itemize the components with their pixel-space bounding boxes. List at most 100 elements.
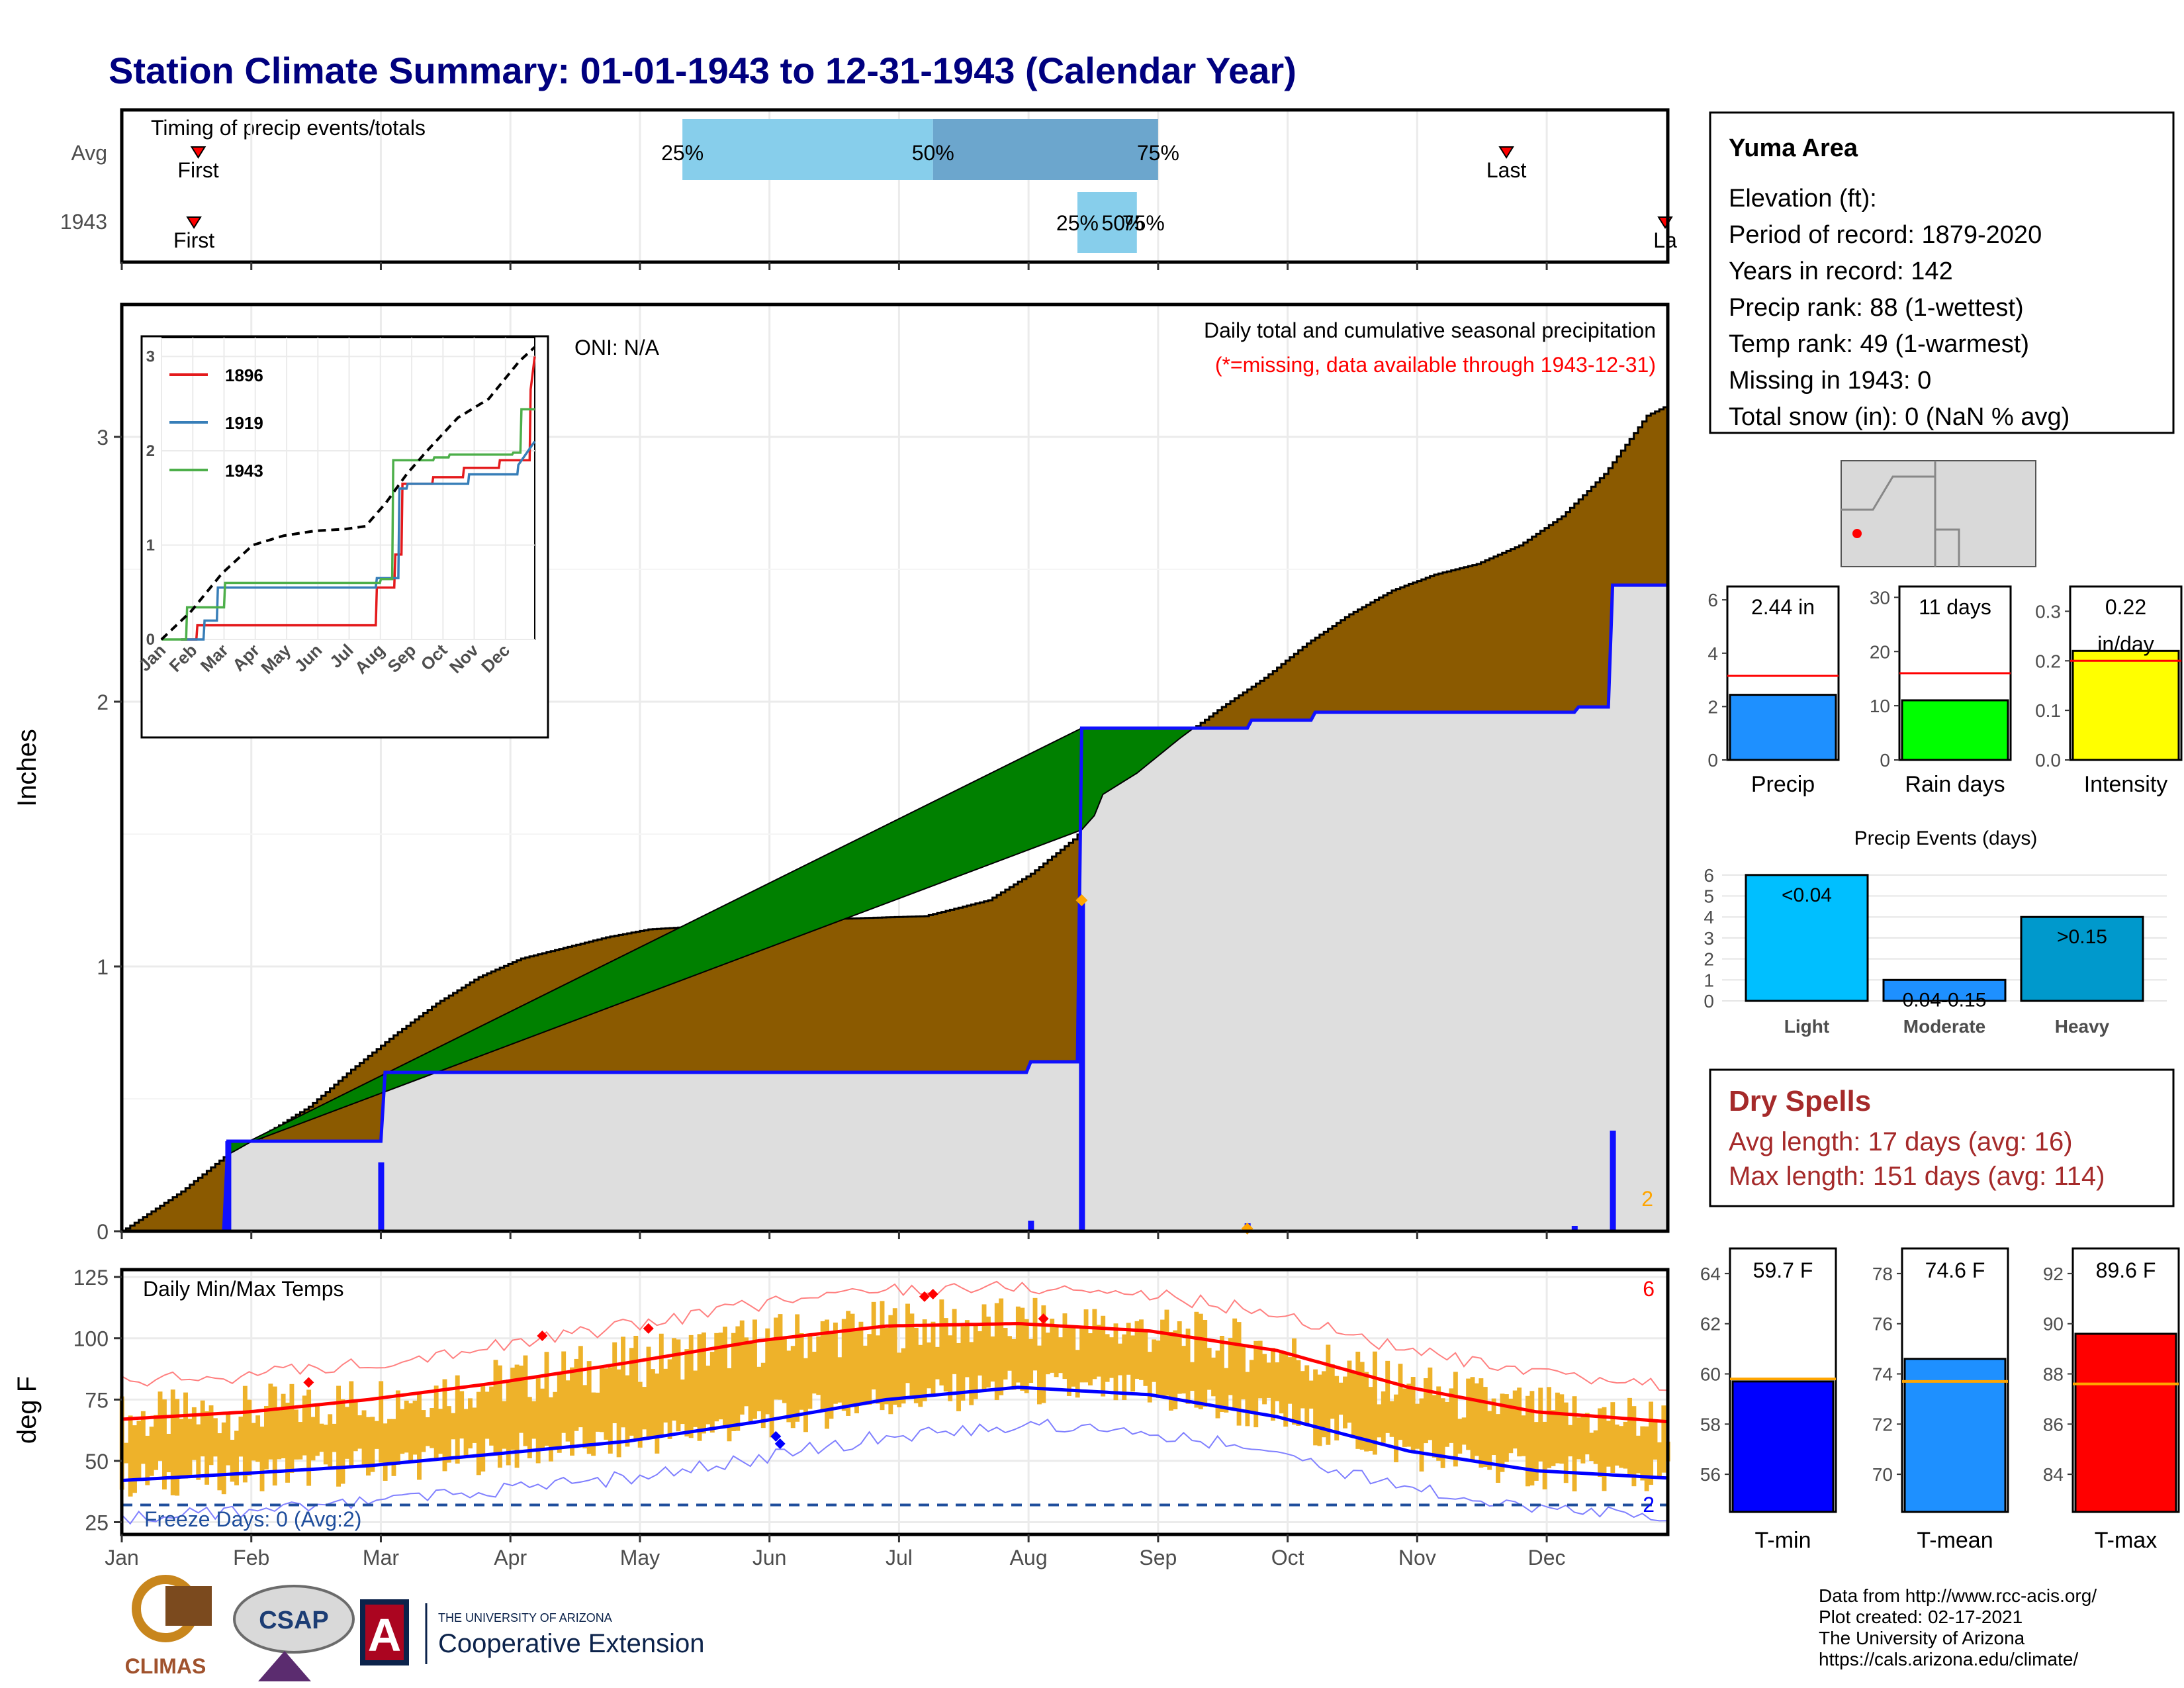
temp-daily-bar xyxy=(451,1413,456,1440)
temp-daily-bar xyxy=(128,1415,133,1497)
temp-daily-bar xyxy=(727,1368,732,1442)
temp-daily-bar xyxy=(1436,1386,1441,1461)
temp-panel-title: Daily Min/Max Temps xyxy=(143,1277,343,1301)
temp-daily-bar xyxy=(922,1319,927,1401)
precip-summary-bar xyxy=(1729,694,1837,761)
footer-line: Plot created: 02-17-2021 xyxy=(1819,1607,2023,1627)
intensity-summary-y-tick-label: 0.3 xyxy=(2035,601,2061,622)
tmin-summary-y-tick-label: 60 xyxy=(1700,1364,1721,1385)
temp-daily-bar xyxy=(340,1399,345,1484)
temp-avg-max-line xyxy=(121,1321,1668,1424)
temp-daily-bar xyxy=(1164,1309,1169,1396)
events-category-label: Heavy xyxy=(2055,1016,2110,1037)
temp-daily-bar xyxy=(616,1369,621,1458)
temp-x-tick-label: Sep xyxy=(1139,1546,1177,1570)
temp-daily-bar xyxy=(175,1399,180,1496)
temp-record-low-marker xyxy=(770,1430,782,1442)
dry-spells-box xyxy=(1709,1068,2175,1207)
temp-daily-bar xyxy=(876,1335,881,1404)
temp-daily-bar xyxy=(786,1350,792,1423)
temp-daily-bar xyxy=(918,1344,923,1407)
temp-daily-bar xyxy=(136,1421,142,1480)
temp-daily-bar xyxy=(1079,1327,1085,1383)
temp-y-tick-label: 25 xyxy=(85,1511,109,1534)
temp-daily-bar xyxy=(752,1319,757,1419)
temp-daily-bar xyxy=(1619,1426,1624,1468)
tmin-summary-y-tick-label: 58 xyxy=(1700,1414,1721,1434)
tmax-summary-value: 89.6 F xyxy=(2096,1258,2156,1282)
temp-daily-bar xyxy=(1198,1313,1203,1409)
temp-daily-bar xyxy=(1317,1374,1322,1446)
temp-daily-bar xyxy=(353,1402,358,1452)
temp-daily-bar xyxy=(468,1398,473,1449)
temp-daily-bar xyxy=(1449,1388,1454,1443)
temp-daily-bar xyxy=(1262,1354,1267,1405)
temp-x-tick-label: Jan xyxy=(105,1546,139,1570)
temp-daily-bar xyxy=(484,1391,490,1439)
temp-daily-bar xyxy=(226,1413,231,1466)
temp-x-tick-label: May xyxy=(620,1546,660,1570)
temp-daily-bar xyxy=(1126,1323,1131,1375)
events-bar-heavy xyxy=(2020,915,2144,1002)
temp-x-tick-label: Apr xyxy=(494,1546,527,1570)
temp-daily-bar xyxy=(1504,1394,1509,1462)
temp-daily-bar xyxy=(909,1313,915,1396)
temp-daily-bar xyxy=(519,1365,523,1433)
temp-daily-bar xyxy=(748,1343,753,1421)
temp-daily-bar xyxy=(1219,1336,1224,1412)
tmax-summary-y-tick-label: 88 xyxy=(2043,1364,2064,1385)
temp-daily-bar xyxy=(1143,1331,1148,1386)
inset-average-line xyxy=(160,346,536,641)
temp-x-tick-label: Aug xyxy=(1010,1546,1048,1570)
rain-days-summary-y-tick-label: 30 xyxy=(1870,587,1890,608)
temp-daily-bar xyxy=(1173,1330,1178,1410)
tmin-summary-bar xyxy=(1731,1380,1835,1513)
temp-daily-bar xyxy=(1440,1398,1445,1468)
temp-daily-bar xyxy=(455,1375,460,1464)
temp-daily-bar xyxy=(943,1318,948,1392)
temp-daily-bar xyxy=(480,1385,486,1472)
temp-daily-bar xyxy=(1134,1321,1140,1379)
temp-daily-bar xyxy=(277,1410,282,1460)
temp-daily-bar xyxy=(310,1417,316,1461)
temp-daily-bar xyxy=(502,1401,507,1449)
precip-summary-y-tick-label: 6 xyxy=(1707,590,1718,610)
temp-daily-bar xyxy=(1308,1380,1314,1409)
temp-daily-bar xyxy=(582,1385,588,1448)
temp-daily-bar xyxy=(1253,1340,1259,1428)
dry-spells-max: Max length: 151 days (avg: 114) xyxy=(1729,1162,2105,1191)
temp-avg-min-line xyxy=(121,1385,1668,1482)
temp-daily-bar xyxy=(1105,1334,1110,1382)
timing-frame-top xyxy=(120,108,1670,264)
temp-daily-bar xyxy=(1627,1397,1632,1477)
intensity-summary-y-tick-label: 0.0 xyxy=(2035,750,2061,771)
locator-map xyxy=(1841,460,2036,567)
timing-1943-first-label: First xyxy=(173,228,214,252)
temp-daily-bar xyxy=(1275,1362,1280,1401)
temp-record-high-marker xyxy=(643,1323,654,1334)
temp-daily-bar xyxy=(1343,1376,1347,1429)
temp-daily-bar xyxy=(383,1423,388,1481)
temp-daily-bar xyxy=(807,1334,813,1409)
temp-daily-bar xyxy=(1649,1401,1654,1485)
temp-daily-bar xyxy=(1529,1391,1535,1486)
temp-daily-bar xyxy=(1512,1390,1518,1449)
temp-daily-bar xyxy=(884,1328,889,1405)
temp-daily-bar xyxy=(774,1317,779,1400)
temp-daily-bar xyxy=(506,1379,511,1466)
temp-daily-bar xyxy=(765,1328,770,1415)
temp-daily-bar xyxy=(412,1400,418,1455)
precip-daily-bar xyxy=(1610,1131,1616,1231)
temp-daily-bar xyxy=(778,1314,783,1400)
temp-daily-bar xyxy=(1432,1395,1437,1458)
temp-daily-bar xyxy=(854,1329,859,1414)
station-name: Yuma Area xyxy=(1729,134,1858,162)
temp-daily-bar xyxy=(170,1389,175,1495)
temp-daily-bar xyxy=(1083,1309,1089,1383)
station-info-line: Total snow (in): 0 (NaN % avg) xyxy=(1729,403,2070,431)
temp-daily-bar xyxy=(1181,1346,1187,1394)
temp-daily-bar xyxy=(829,1332,834,1419)
temp-daily-bar xyxy=(553,1391,558,1448)
precip-daily-bar xyxy=(1079,898,1085,1231)
temp-daily-bar xyxy=(1415,1403,1420,1449)
